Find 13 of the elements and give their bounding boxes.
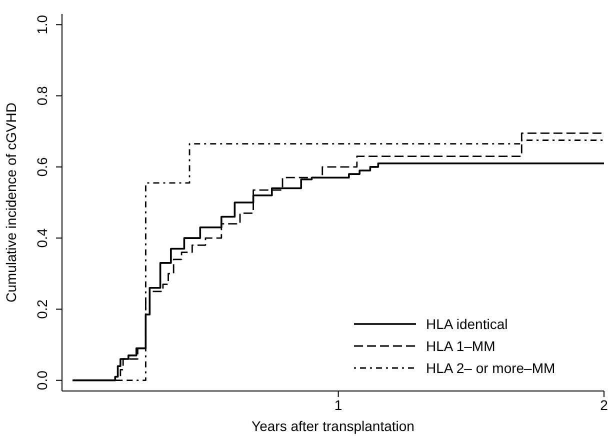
y-tick-label: 0.2 [34,299,50,319]
y-tick-label: 1.0 [34,14,50,34]
y-axis-title: Cumulative incidence of cGVHD [3,102,19,302]
legend-label: HLA 1–MM [426,338,496,354]
y-tick-label: 0.6 [34,156,50,177]
y-tick-label: 0.8 [34,86,50,106]
legend-label: HLA identical [426,316,508,332]
x-tick-label: 2 [600,396,608,413]
legend-label: HLA 2– or more–MM [426,360,556,376]
x-tick-label: 1 [334,396,342,413]
x-axis-title: Years after transplantation [252,418,414,434]
y-tick-label: 0.0 [34,370,50,390]
y-tick-label: 0.4 [34,228,50,248]
